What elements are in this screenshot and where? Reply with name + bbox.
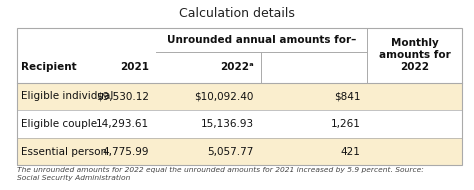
Text: 5,057.77: 5,057.77 <box>207 146 254 157</box>
Text: 15,136.93: 15,136.93 <box>201 119 254 129</box>
Text: 1,261: 1,261 <box>330 119 360 129</box>
Text: Recipient: Recipient <box>21 63 77 72</box>
Text: $9,530.12: $9,530.12 <box>96 91 149 101</box>
Text: 2022ᵃ: 2022ᵃ <box>220 63 254 72</box>
Text: Monthly
amounts for
2022: Monthly amounts for 2022 <box>379 38 451 73</box>
Bar <box>17 28 462 165</box>
Text: Essential person: Essential person <box>21 146 108 157</box>
Text: 14,293.61: 14,293.61 <box>96 119 149 129</box>
Text: Calculation details: Calculation details <box>179 7 295 20</box>
Text: $10,092.40: $10,092.40 <box>194 91 254 101</box>
Text: Eligible individual: Eligible individual <box>21 91 114 101</box>
Text: $841: $841 <box>334 91 360 101</box>
Text: 4,775.99: 4,775.99 <box>103 146 149 157</box>
Text: Unrounded annual amounts for–: Unrounded annual amounts for– <box>167 35 356 45</box>
Text: Eligible couple: Eligible couple <box>21 119 98 129</box>
Bar <box>17 138 462 165</box>
Bar <box>17 110 462 138</box>
Bar <box>17 83 462 110</box>
Text: 2021: 2021 <box>120 63 149 72</box>
Text: The unrounded amounts for 2022 equal the unrounded amounts for 2021 increased by: The unrounded amounts for 2022 equal the… <box>17 167 423 181</box>
Text: 421: 421 <box>340 146 360 157</box>
Bar <box>17 28 462 165</box>
